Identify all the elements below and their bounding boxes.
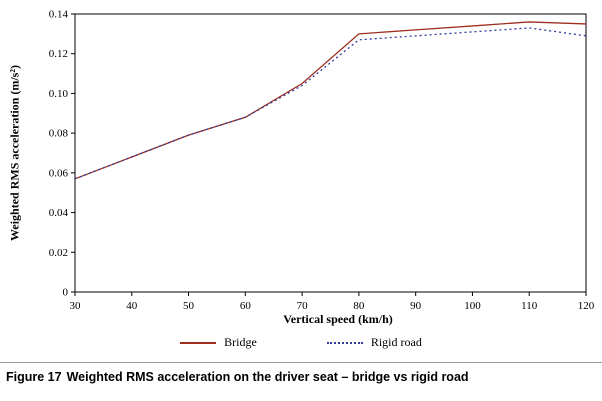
x-tick-label: 100 [464,300,481,312]
y-tick-label: 0.08 [49,128,69,140]
y-tick-label: 0.14 [49,9,69,21]
y-tick-label: 0.04 [49,207,69,219]
y-axis-label: Weighted RMS acceleration (m/s²) [7,65,22,241]
x-tick-label: 40 [126,300,138,312]
figure-caption: Figure 17 Weighted RMS acceleration on th… [0,362,602,384]
y-tick-label: 0.06 [49,167,69,179]
x-tick-label: 120 [578,300,595,312]
x-tick-label: 50 [183,300,195,312]
y-tick-label: 0.12 [49,48,68,60]
legend: Bridge Rigid road [0,335,602,350]
x-axis-label: Vertical speed (km/h) [283,312,393,326]
x-tick-label: 80 [353,300,365,312]
y-tick-label: 0.02 [49,247,68,259]
rigid-road-line-sample [326,341,363,344]
series-line-bridge [74,21,587,180]
plot-border [74,13,587,293]
x-tick-label: 30 [70,300,82,312]
figure-number: Figure 17 [6,370,62,384]
figure-caption-text: Weighted RMS acceleration on the driver … [66,370,469,384]
y-tick-label: 0 [63,287,69,299]
x-tick-label: 110 [521,300,538,312]
legend-label-rigid-road: Rigid road [370,335,422,349]
legend-item-bridge: Bridge [180,335,257,350]
x-tick-label: 70 [297,300,309,312]
y-tick-label: 0.10 [49,88,69,100]
bridge-line-sample [180,341,217,344]
legend-item-rigid-road: Rigid road [326,335,422,350]
chart-area: Weighted RMS acceleration (m/s²) 0 0.02 0.… [7,9,595,313]
series-line-rigid-road [74,27,587,180]
x-tick-label: 60 [240,300,252,312]
line-chart: 0 0.02 0.04 0.06 0.08 0.10 0.12 0.14 30 40 50 60 70 8… [49,9,595,313]
x-tick-label: 90 [410,300,422,312]
legend-label-bridge: Bridge [224,335,257,349]
